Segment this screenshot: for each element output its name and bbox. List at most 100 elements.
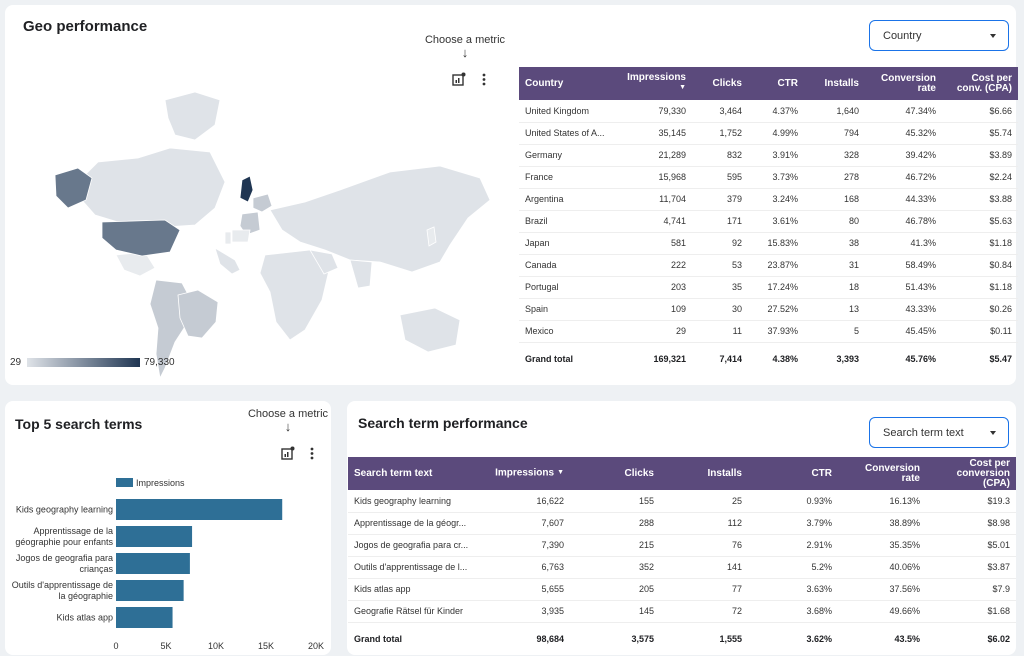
column-header-label: Cost per conv. (CPA) (956, 72, 1012, 94)
country-dropdown-label: Country (883, 29, 922, 42)
table-cell: 109 (618, 298, 692, 321)
table-row[interactable]: Germany 21,289 832 3.91% 328 39.42% $3.89 (519, 144, 1018, 167)
total-cell: Grand total (354, 634, 403, 645)
map-france (239, 211, 261, 236)
sort-descending-icon[interactable]: ▼ (679, 84, 686, 92)
table-cell: 3.61% (748, 210, 804, 233)
table-row[interactable]: United Kingdom 79,330 3,464 4.37% 1,640 47.34… (519, 100, 1018, 123)
x-tick-label: 0 (113, 641, 118, 651)
table-row[interactable]: Apprentissage de la géogr... 7,607 288 112 3… (348, 512, 1016, 535)
table-cell: 79,330 (618, 100, 692, 123)
category-label: Outils d'apprentissage de (12, 580, 113, 590)
column-header-clicks[interactable]: Clicks (692, 67, 748, 100)
map-caribbean (214, 247, 241, 275)
table-cell: 25 (660, 490, 748, 513)
column-header-installs[interactable]: Installs (660, 457, 748, 490)
grand-total-row: Grand total 169,321 7,414 4.38% 3,393 45.76% $… (519, 342, 1018, 376)
table-row[interactable]: Canada 222 53 23.87% 31 58.49% $0.84 (519, 254, 1018, 277)
grand-total-row: Grand total 98,684 3,575 1,555 3.62% 43.5% $6.… (348, 622, 1016, 656)
category-label: Jogos de geografia para (16, 553, 113, 563)
bar-kids-geography-learning[interactable] (116, 499, 283, 520)
map-middle-east (309, 249, 339, 275)
table-cell: $0.11 (942, 320, 1018, 343)
column-header-conversion-rate[interactable]: Conversion rate (838, 457, 926, 490)
column-header-clicks[interactable]: Clicks (570, 457, 660, 490)
column-header-cost-per-conversion-cpa[interactable]: Cost per conversion (CPA) (926, 457, 1016, 490)
column-header-ctr[interactable]: CTR (748, 457, 838, 490)
metric-selector-icon[interactable] (451, 71, 467, 87)
table-cell: 595 (692, 166, 748, 189)
table-cell: Canada (519, 254, 618, 277)
column-header-label: Country (525, 77, 564, 89)
top5-metric-selector-icon[interactable] (280, 445, 296, 461)
table-cell: 7,607 (475, 512, 570, 535)
bar-apprentissage-de-la-g-ographie-pour-enfants[interactable] (116, 526, 193, 547)
column-header-search-term-text[interactable]: Search term text (348, 457, 475, 490)
geo-performance-card: Geo performance Choose a metric ↓ Countr… (5, 5, 1018, 385)
table-cell: 27.52% (748, 298, 804, 321)
bar-kids-atlas-app[interactable] (116, 607, 173, 628)
column-header-country[interactable]: Country (519, 67, 618, 100)
geo-table[interactable]: Country Impressions▼ Clicks CTR Installs Conv… (519, 67, 1018, 376)
table-cell: 168 (804, 188, 865, 211)
map-spain (231, 229, 251, 243)
table-cell: Brazil (519, 210, 618, 233)
more-options-icon[interactable] (476, 71, 492, 87)
column-header-impressions[interactable]: Impressions▼ (618, 67, 692, 100)
column-header-label: Clicks (712, 77, 742, 89)
table-cell: 145 (570, 600, 660, 623)
column-header-impressions[interactable]: Impressions▼ (475, 457, 570, 490)
table-row[interactable]: Japan 581 92 15.83% 38 41.3% $1.18 (519, 232, 1018, 255)
column-header-ctr[interactable]: CTR (748, 67, 804, 100)
table-cell: Kids atlas app (348, 578, 475, 601)
bar-jogos-de-geografia-para-crian-as[interactable] (116, 553, 190, 574)
total-cell: 1,555 (719, 634, 742, 645)
bar-outils-d-apprentissage-de-la-g-ographie[interactable] (116, 580, 184, 601)
table-cell: $8.98 (926, 512, 1016, 535)
table-cell: 379 (692, 188, 748, 211)
map-india (349, 259, 373, 289)
table-row[interactable]: Brazil 4,741 171 3.61% 80 46.78% $5.63 (519, 210, 1018, 233)
table-cell: 112 (660, 512, 748, 535)
table-cell: $19.3 (926, 490, 1016, 513)
table-row[interactable]: Spain 109 30 27.52% 13 43.33% $0.26 (519, 298, 1018, 321)
column-header-cost-per-conv-cpa[interactable]: Cost per conv. (CPA) (942, 67, 1018, 100)
sort-descending-icon[interactable]: ▼ (557, 469, 564, 477)
table-cell: $7.9 (926, 578, 1016, 601)
table-cell: Geografie Rätsel für Kinder (348, 600, 475, 623)
world-map[interactable] (20, 90, 490, 380)
country-dropdown[interactable]: Country (869, 20, 1009, 51)
table-row[interactable]: United States of A... 35,145 1,752 4.99% 794… (519, 122, 1018, 145)
column-header-label: Installs (824, 77, 859, 89)
table-row[interactable]: Outils d'apprentissage de l... 6,763 352 14… (348, 556, 1016, 579)
column-header-installs[interactable]: Installs (804, 67, 865, 100)
category-label: Apprentissage de la (33, 526, 113, 536)
top5-more-options-icon[interactable] (304, 445, 320, 461)
map-canada (79, 147, 226, 229)
table-row[interactable]: France 15,968 595 3.73% 278 46.72% $2.24 (519, 166, 1018, 189)
table-row[interactable]: Mexico 29 11 37.93% 5 45.45% $0.11 (519, 320, 1018, 343)
choose-metric-hint: Choose a metric ↓ (410, 34, 520, 59)
table-row[interactable]: Geografie Rätsel für Kinder 3,935 145 72 3.6… (348, 600, 1016, 623)
total-cell: 3,575 (631, 634, 654, 645)
x-tick-label: 15K (258, 641, 274, 651)
table-row[interactable]: Argentina 11,704 379 3.24% 168 44.33% $3.88 (519, 188, 1018, 211)
table-cell: 45.45% (865, 320, 942, 343)
search-term-dropdown[interactable]: Search term text (869, 417, 1009, 448)
search-term-table[interactable]: Search term text Impressions ▼ Clicks Instal… (348, 457, 1016, 656)
table-cell: 7,390 (475, 534, 570, 557)
table-cell: 222 (618, 254, 692, 277)
column-header-conversion-rate[interactable]: Conversion rate (865, 67, 942, 100)
table-cell: 328 (804, 144, 865, 167)
table-row[interactable]: Jogos de geografia para cr... 7,390 215 76 2… (348, 534, 1016, 557)
table-row[interactable]: Portugal 203 35 17.24% 18 51.43% $1.18 (519, 276, 1018, 299)
x-tick-label: 10K (208, 641, 224, 651)
table-cell: 171 (692, 210, 748, 233)
table-row[interactable]: Kids geography learning 16,622 155 25 0.93% 1… (348, 490, 1016, 513)
map-germany (252, 193, 273, 213)
table-cell: 832 (692, 144, 748, 167)
table-row[interactable]: Kids atlas app 5,655 205 77 3.63% 37.56% $7.9 (348, 578, 1016, 601)
table-cell: 215 (570, 534, 660, 557)
table-cell: 0.93% (748, 490, 838, 513)
top5-bar-chart[interactable]: Impressions Kids geography learning Appren… (5, 471, 331, 655)
